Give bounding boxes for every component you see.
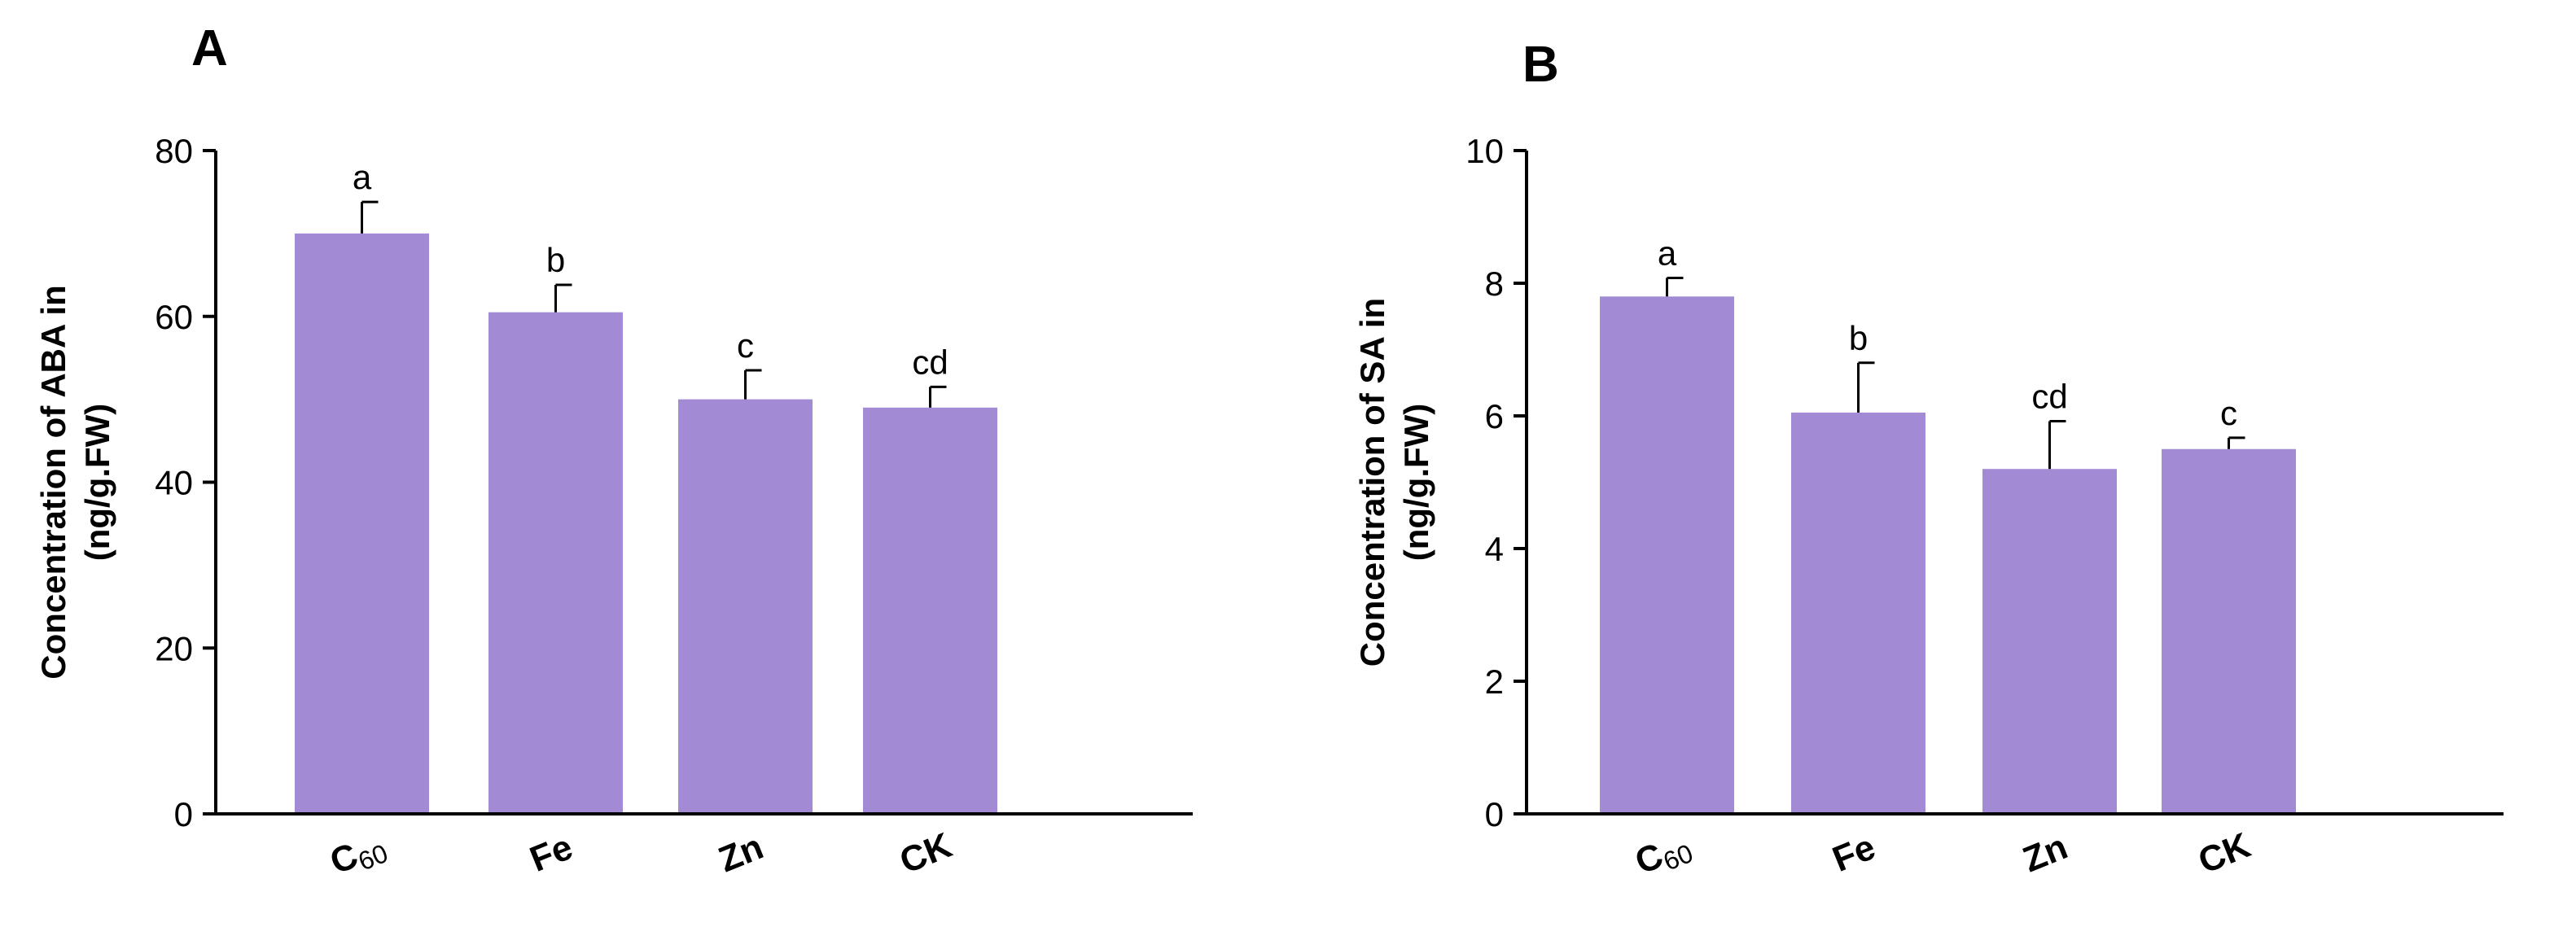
bar-fe [1791,412,1925,814]
y-tick-label: 40 [155,464,193,502]
chart-panel-a: A Concentration of ABA in (ng/g.FW) a b c cd 0 2… [34,20,1193,885]
x-tick-label-c60: C60 [325,824,392,885]
y-tick-label: 6 [1485,397,1504,435]
panel-letter: A [191,20,228,77]
x-tick-label-zn: Zn [2017,827,2073,881]
y-tick-label: 0 [1485,795,1504,833]
bar-zn [678,399,813,814]
x-tick-label-fe: Fe [1827,827,1881,880]
y-axis-label: Concentration of ABA in (ng/g.FW) [34,285,116,680]
y-tick-label: 20 [155,629,193,667]
y-axis-label-line2: (ng/g.FW) [78,404,116,562]
significance-label: c [2220,394,2237,432]
y-axis-label: Concentration of SA in (ng/g.FW) [1353,298,1435,667]
significance-label: cd [912,343,948,381]
y-tick-label: 8 [1485,265,1504,303]
y-axis-label-line2: (ng/g.FW) [1397,404,1435,562]
bar-ck [863,407,997,814]
bar-ck [2162,448,2296,814]
y-tick-label: 80 [155,132,193,170]
x-tick-label-fe: Fe [524,827,578,880]
significance-label: a [1658,234,1677,272]
bar-c60 [295,233,429,814]
significance-label: a [353,158,372,196]
bar-zn [1982,469,2117,814]
y-axis-label-line1: Concentration of ABA in [34,285,72,680]
x-tick-label-c60: C60 [1630,824,1698,885]
x-tick-label-zn: Zn [713,827,769,881]
y-tick-label: 10 [1465,132,1504,170]
significance-label: b [1849,319,1868,357]
significance-label: c [737,326,754,365]
x-tick-label-ck: CK [2193,825,2255,881]
y-axis-label-line1: Concentration of SA in [1353,298,1391,667]
significance-label: b [546,241,565,279]
bar-c60 [1600,296,1734,814]
y-tick-label: 60 [155,298,193,336]
significance-label: cd [2031,378,2067,416]
bar-fe [488,312,623,814]
y-tick-label: 4 [1485,530,1504,568]
panel-letter: B [1522,37,1559,93]
x-tick-label-ck: CK [894,825,957,881]
y-tick-label: 2 [1485,662,1504,701]
y-tick-label: 0 [174,795,193,833]
chart-panel-b: B Concentration of SA in (ng/g.FW) a b cd c 0 2 4… [1353,37,2504,885]
